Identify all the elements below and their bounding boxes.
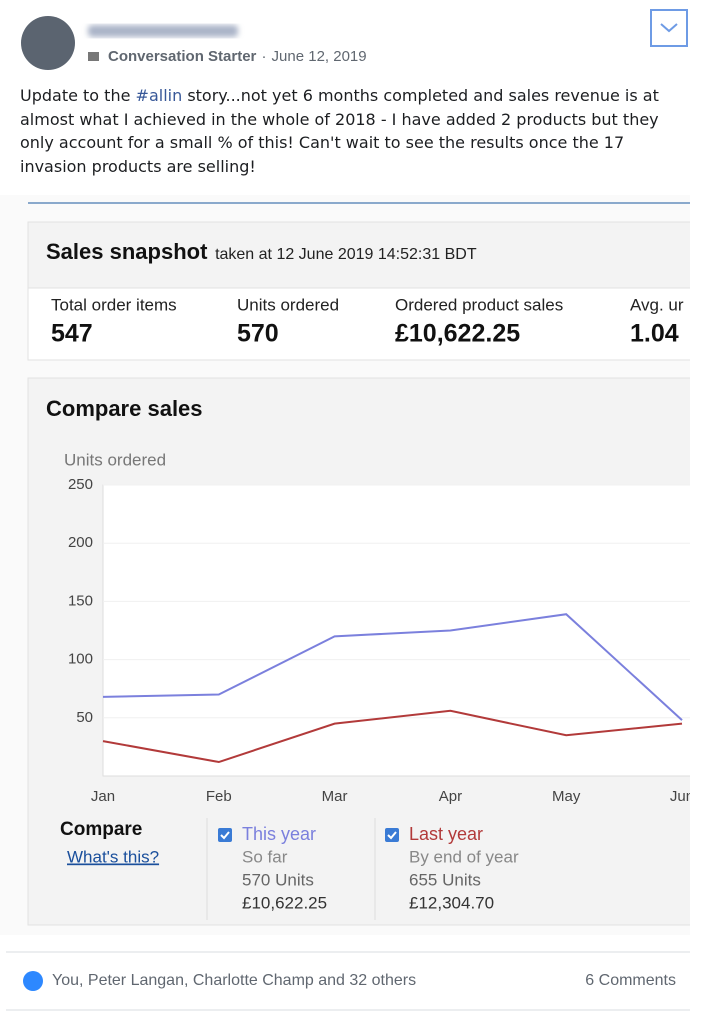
metric-label: Total order items <box>51 295 177 314</box>
hashtag[interactable]: #allin <box>135 86 183 105</box>
comments[interactable]: 6 Comments <box>585 972 676 989</box>
body-text: story...not yet 6 months completed and s… <box>20 86 659 176</box>
legend-name: Last year <box>409 824 483 844</box>
legend-sales: £10,622.25 <box>242 893 327 912</box>
screenshot: Sales snapshot taken at 12 June 2019 14:5… <box>0 195 694 935</box>
x-tick-label: Jan <box>91 788 115 805</box>
series-line <box>102 709 683 764</box>
legend-units: 570 Units <box>242 870 314 889</box>
avatar[interactable] <box>21 16 75 70</box>
like-icon <box>23 971 43 991</box>
checkbox[interactable] <box>385 828 399 842</box>
metric-label: Avg. ur <box>630 295 684 314</box>
y-tick-label: 150 <box>68 592 93 609</box>
check <box>387 831 397 840</box>
x-tick-label: Feb <box>206 788 232 805</box>
compare-title: Compare <box>60 819 142 840</box>
metric-value: 570 <box>237 320 279 348</box>
x-tick-label: Jun <box>670 788 694 805</box>
chevron <box>660 23 678 33</box>
plot-area <box>102 484 690 777</box>
y-tick-label: 200 <box>68 534 93 551</box>
metric-label: Units ordered <box>237 295 339 314</box>
x-tick-label: Apr <box>439 788 462 805</box>
snapshot-title: Sales snapshot <box>46 239 208 264</box>
metric-value: 1.04 <box>630 320 679 348</box>
check <box>220 831 230 840</box>
whats-this-link[interactable]: What's this? <box>67 847 159 866</box>
x-tick-label: Mar <box>322 788 348 805</box>
metrics-box <box>27 287 690 361</box>
legend-sub: So far <box>242 847 288 866</box>
legend-units: 655 Units <box>409 870 481 889</box>
legend-sales: £12,304.70 <box>409 893 494 912</box>
menu-button[interactable] <box>650 9 688 47</box>
y-tick-label: 50 <box>76 709 93 726</box>
metric-value: £10,622.25 <box>395 320 520 348</box>
y-axis-label: Units ordered <box>64 450 166 469</box>
series-line <box>102 613 683 721</box>
post-body: Update to the #allin story...not yet 6 m… <box>20 84 685 178</box>
badge-icon <box>88 52 99 61</box>
post-date[interactable]: June 12, 2019 <box>272 48 367 65</box>
metric-label: Ordered product sales <box>395 295 563 314</box>
chart-title: Compare sales <box>46 396 203 421</box>
reactions[interactable]: You, Peter Langan, Charlotte Champ and 3… <box>52 972 416 989</box>
checkbox[interactable] <box>218 828 232 842</box>
badge: Conversation Starter <box>108 48 257 65</box>
body-text: Update to the <box>20 86 131 105</box>
legend-sub: By end of year <box>409 847 519 866</box>
snapshot-time: taken at 12 June 2019 14:52:31 BDT <box>215 246 477 263</box>
metric-value: 547 <box>51 320 93 348</box>
blurred-name <box>88 25 238 37</box>
y-tick-label: 250 <box>68 476 93 493</box>
legend-name: This year <box>242 824 316 844</box>
y-tick-label: 100 <box>68 651 93 668</box>
x-tick-label: May <box>552 788 581 805</box>
separator: · <box>262 48 267 65</box>
